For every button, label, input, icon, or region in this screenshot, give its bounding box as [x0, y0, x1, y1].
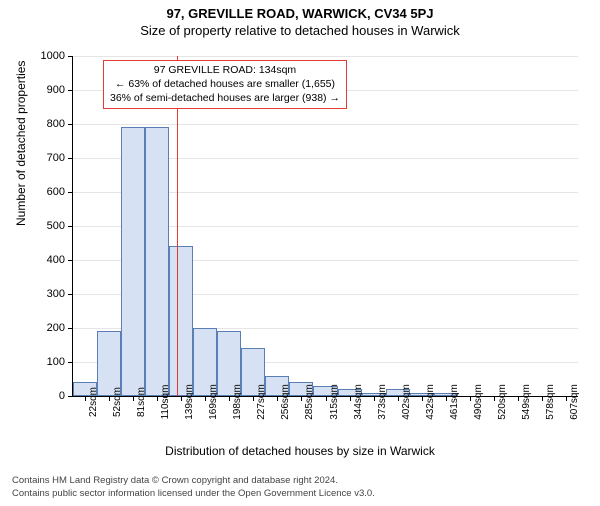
x-tick	[181, 396, 182, 401]
x-axis-title: Distribution of detached houses by size …	[0, 444, 600, 458]
x-tick	[229, 396, 230, 401]
grid-line	[73, 124, 578, 125]
x-tick	[301, 396, 302, 401]
x-tick-label: 402sqm	[401, 384, 412, 420]
annotation-line-3: 36% of semi-detached houses are larger (…	[110, 91, 340, 105]
x-tick	[518, 396, 519, 401]
y-tick	[68, 90, 73, 91]
x-tick	[85, 396, 86, 401]
x-tick-label: 520sqm	[497, 384, 508, 420]
y-tick	[68, 362, 73, 363]
y-tick-label: 700	[47, 152, 65, 164]
x-tick	[470, 396, 471, 401]
grid-line	[73, 56, 578, 57]
y-tick-label: 500	[47, 220, 65, 232]
y-tick	[68, 328, 73, 329]
x-tick	[253, 396, 254, 401]
page-title: 97, GREVILLE ROAD, WARWICK, CV34 5PJ	[0, 6, 600, 21]
x-tick	[566, 396, 567, 401]
y-tick	[68, 260, 73, 261]
y-tick	[68, 396, 73, 397]
x-tick	[277, 396, 278, 401]
histogram-bar	[145, 127, 169, 396]
x-tick	[133, 396, 134, 401]
y-tick-label: 900	[47, 84, 65, 96]
y-tick-label: 200	[47, 322, 65, 334]
y-tick	[68, 124, 73, 125]
y-tick-label: 300	[47, 288, 65, 300]
y-axis-title: Number of detached properties	[14, 61, 28, 226]
x-tick	[109, 396, 110, 401]
annotation-box: 97 GREVILLE ROAD: 134sqm ← 63% of detach…	[103, 60, 347, 109]
x-tick-label: 578sqm	[545, 384, 556, 420]
x-tick	[494, 396, 495, 401]
annotation-line-1: 97 GREVILLE ROAD: 134sqm	[110, 63, 340, 77]
footer-line-1: Contains HM Land Registry data © Crown c…	[12, 475, 375, 487]
footer-attribution: Contains HM Land Registry data © Crown c…	[12, 475, 375, 500]
histogram-bar	[121, 127, 145, 396]
footer-line-2: Contains public sector information licen…	[12, 488, 375, 500]
x-tick	[398, 396, 399, 401]
x-tick	[542, 396, 543, 401]
x-tick	[157, 396, 158, 401]
x-tick-label: 461sqm	[449, 384, 460, 420]
histogram-bar	[169, 246, 193, 396]
y-tick	[68, 294, 73, 295]
x-tick	[205, 396, 206, 401]
annotation-line-2: ← 63% of detached houses are smaller (1,…	[110, 77, 340, 91]
y-tick-label: 0	[59, 390, 65, 402]
x-tick	[326, 396, 327, 401]
x-tick-label: 549sqm	[521, 384, 532, 420]
y-tick-label: 400	[47, 254, 65, 266]
x-tick	[374, 396, 375, 401]
y-tick	[68, 158, 73, 159]
page-subtitle: Size of property relative to detached ho…	[0, 23, 600, 38]
x-tick-label: 607sqm	[569, 384, 580, 420]
x-tick	[422, 396, 423, 401]
x-tick-label: 490sqm	[473, 384, 484, 420]
y-tick-label: 100	[47, 356, 65, 368]
y-tick-label: 1000	[41, 50, 65, 62]
x-tick	[350, 396, 351, 401]
x-tick	[446, 396, 447, 401]
histogram-chart: 0100200300400500600700800900100022sqm52s…	[72, 56, 578, 397]
y-tick-label: 600	[47, 186, 65, 198]
y-tick-label: 800	[47, 118, 65, 130]
x-tick-label: 432sqm	[425, 384, 436, 420]
y-tick	[68, 226, 73, 227]
x-tick-label: 344sqm	[353, 384, 364, 420]
y-tick	[68, 56, 73, 57]
y-tick	[68, 192, 73, 193]
